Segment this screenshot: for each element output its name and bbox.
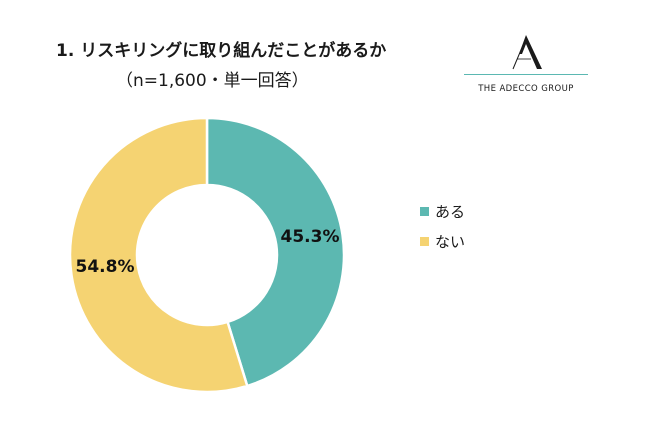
legend-swatch-aru (420, 206, 429, 216)
adecco-logo: THE ADECCO GROUP (464, 34, 588, 98)
chart-title: 1. リスキリングに取り組んだことがあるか (56, 41, 387, 61)
slice-aru (205, 116, 346, 388)
legend-swatch-nai (420, 236, 429, 246)
legend-label-nai: ない (435, 232, 466, 251)
legend-label-aru: ある (435, 202, 466, 221)
adecco-a-mark-icon (512, 35, 542, 70)
slice-label-nai: 54.8% (76, 257, 135, 277)
logo-underline (464, 74, 588, 75)
legend-item-nai: ない (420, 226, 465, 256)
slice-label-aru: 45.3% (281, 227, 340, 247)
slice-nai (68, 116, 249, 394)
chart-subtitle: （n=1,600・単一回答） (116, 71, 309, 91)
logo-text: THE ADECCO GROUP (478, 84, 574, 94)
legend: ある ない (420, 196, 465, 256)
legend-item-aru: ある (420, 196, 465, 226)
